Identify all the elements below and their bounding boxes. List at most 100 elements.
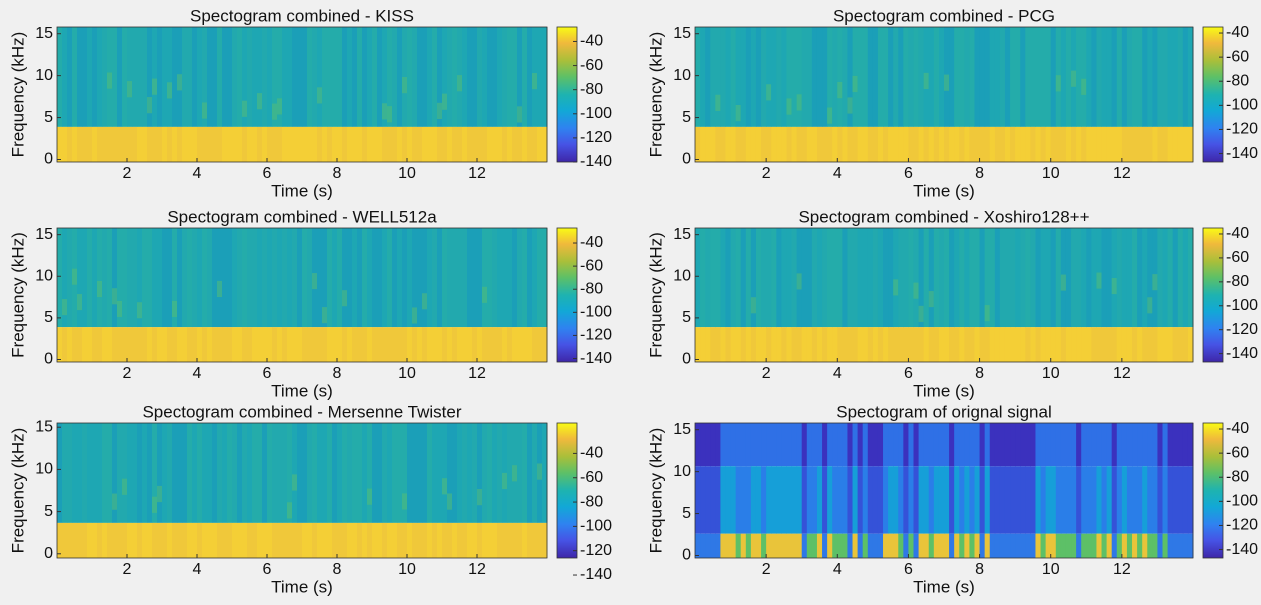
texture <box>857 27 864 127</box>
texture <box>207 327 213 362</box>
x-tick-label: 2 <box>123 365 132 382</box>
texture <box>857 126 864 162</box>
texture <box>167 423 173 523</box>
texture <box>222 228 228 328</box>
texture <box>867 327 874 362</box>
y-tick-label: 5 <box>44 503 53 520</box>
texture <box>903 423 909 467</box>
texture <box>67 126 73 162</box>
texture <box>725 423 732 467</box>
x-axis-label: Time (s) <box>913 181 975 200</box>
texture <box>1126 533 1133 558</box>
texture <box>1015 466 1021 534</box>
texture <box>282 27 288 127</box>
texture <box>994 27 1001 127</box>
texture <box>781 423 787 467</box>
texture <box>532 73 537 90</box>
texture <box>377 522 383 558</box>
texture <box>786 466 793 534</box>
texture <box>766 423 772 467</box>
texture <box>162 327 168 362</box>
texture <box>292 126 298 162</box>
texture <box>462 27 468 127</box>
texture <box>1147 466 1153 534</box>
texture <box>287 27 293 127</box>
texture <box>412 307 417 324</box>
texture <box>1152 274 1158 291</box>
texture <box>437 228 443 328</box>
texture <box>222 27 228 127</box>
colorbar-tick-label: -120 <box>1226 321 1258 338</box>
texture <box>422 423 428 523</box>
x-tick-label: 8 <box>975 365 984 382</box>
texture <box>327 228 333 328</box>
texture <box>1015 327 1021 362</box>
texture <box>933 466 940 534</box>
texture <box>302 228 308 328</box>
texture <box>212 423 218 523</box>
texture <box>282 423 288 523</box>
texture <box>1152 423 1158 467</box>
y-tick-label: 5 <box>682 505 691 522</box>
texture <box>187 228 193 328</box>
texture <box>127 423 133 523</box>
texture <box>437 126 443 162</box>
texture <box>755 533 762 558</box>
texture <box>1121 423 1128 467</box>
texture <box>107 327 113 362</box>
colorbar-tick-label: -120 <box>580 327 612 344</box>
texture <box>1162 327 1169 362</box>
texture <box>237 27 243 127</box>
colorbar-tick-label: -40 <box>1226 24 1249 41</box>
texture <box>938 126 945 162</box>
texture <box>412 522 418 558</box>
texture <box>452 327 458 362</box>
texture <box>1157 228 1164 328</box>
texture <box>989 466 996 534</box>
texture <box>1172 27 1179 127</box>
texture <box>322 307 327 324</box>
texture <box>207 522 213 558</box>
texture <box>999 27 1006 127</box>
texture <box>252 228 258 328</box>
texture <box>537 463 542 480</box>
texture <box>964 466 970 534</box>
texture <box>1076 126 1082 162</box>
texture <box>898 466 904 534</box>
texture <box>127 126 133 162</box>
texture <box>407 522 413 558</box>
texture <box>277 126 283 162</box>
texture <box>944 228 950 328</box>
texture <box>272 522 278 558</box>
texture <box>187 327 193 362</box>
texture <box>97 27 103 127</box>
texture <box>1137 533 1143 558</box>
texture <box>842 228 848 328</box>
y-tick-label: 15 <box>673 421 691 438</box>
texture <box>811 228 818 328</box>
texture <box>1020 466 1026 534</box>
texture <box>492 228 498 328</box>
x-tick-label: 4 <box>193 561 202 578</box>
texture <box>107 228 113 328</box>
colorbar <box>1202 422 1224 559</box>
texture <box>252 423 258 523</box>
texture <box>237 522 243 558</box>
texture <box>527 522 533 558</box>
texture <box>82 423 88 523</box>
texture <box>267 126 273 162</box>
texture <box>1030 228 1036 328</box>
texture <box>1162 27 1169 127</box>
texture <box>1071 228 1077 328</box>
colorbar-tick-label: -140 <box>580 350 612 367</box>
texture <box>297 423 303 523</box>
texture <box>1182 228 1189 328</box>
texture <box>497 522 503 558</box>
texture <box>761 423 767 467</box>
texture <box>1121 126 1128 162</box>
texture <box>177 228 183 328</box>
colorbar-tick-label: -40 <box>1226 225 1249 242</box>
texture <box>1060 327 1067 362</box>
texture <box>954 327 960 362</box>
